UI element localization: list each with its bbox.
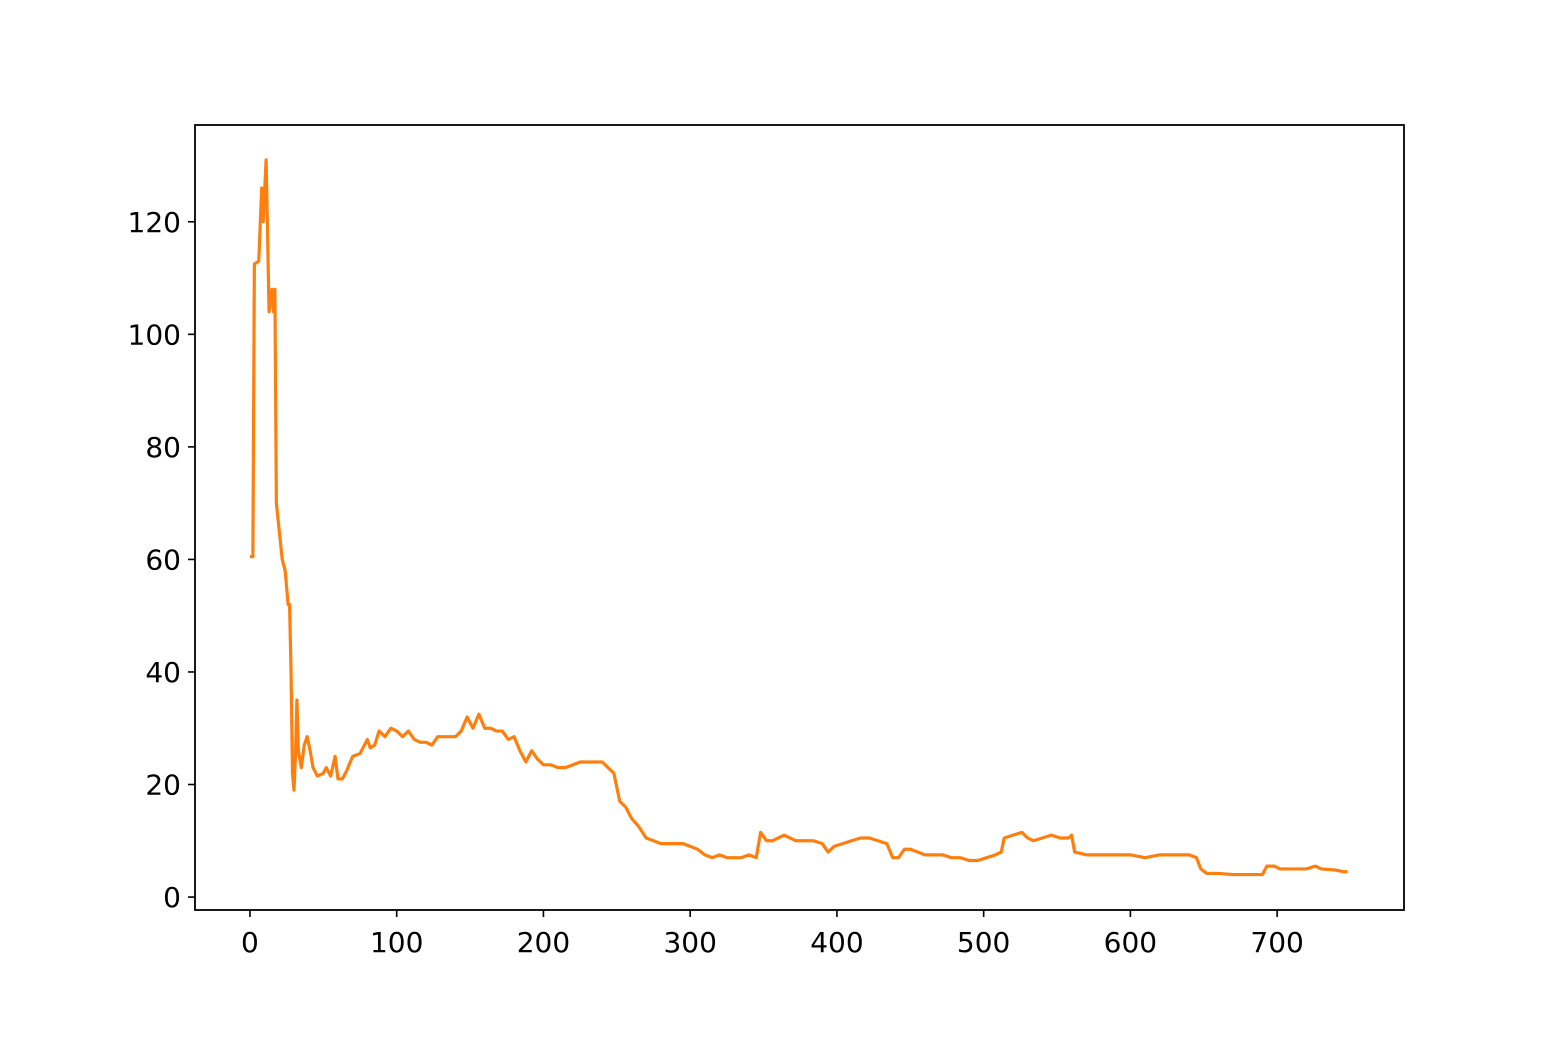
x-tick-label: 200 — [517, 926, 570, 959]
axes-frame — [194, 124, 1405, 911]
y-tick-label: 40 — [145, 656, 181, 689]
y-tick-label: 20 — [145, 769, 181, 802]
data-line — [249, 158, 1348, 877]
y-tick-label: 100 — [128, 318, 181, 351]
x-tick-label: 600 — [1104, 926, 1157, 959]
y-tick-label: 80 — [145, 431, 181, 464]
x-tick-label: 0 — [241, 926, 259, 959]
x-tick-label: 500 — [957, 926, 1010, 959]
x-tick-label: 400 — [810, 926, 863, 959]
x-tick-label: 700 — [1250, 926, 1303, 959]
y-tick-label: 120 — [128, 206, 181, 239]
x-tick-label: 100 — [370, 926, 423, 959]
x-tick-label: 300 — [663, 926, 716, 959]
y-tick-label: 60 — [145, 543, 181, 576]
y-tick-label: 0 — [163, 881, 181, 914]
